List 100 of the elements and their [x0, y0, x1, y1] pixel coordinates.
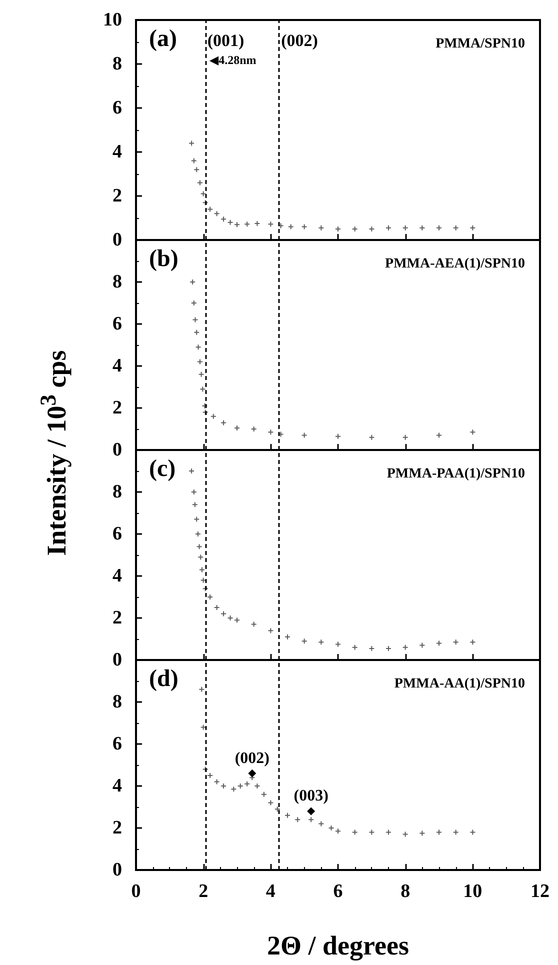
point	[198, 554, 204, 560]
point	[302, 638, 307, 644]
point	[318, 225, 324, 230]
chart-title: (d)	[149, 666, 178, 692]
point	[231, 786, 236, 792]
annotation: (001)	[207, 31, 244, 50]
point	[194, 330, 200, 335]
y-tick-label: 4	[112, 776, 122, 796]
point	[194, 167, 200, 172]
point	[210, 414, 216, 419]
point	[244, 781, 250, 786]
x-tick-label: 2	[198, 881, 208, 902]
x-tick-label: 12	[530, 881, 550, 902]
point	[470, 225, 476, 230]
point	[200, 578, 206, 583]
x-tick-label: 4	[266, 881, 276, 902]
point	[453, 640, 458, 645]
point	[228, 220, 233, 225]
point	[200, 386, 206, 392]
point	[214, 211, 220, 216]
x-tick-label: 0	[131, 881, 141, 902]
point	[436, 830, 442, 835]
point	[436, 640, 442, 646]
text: PMMA-PAA(1)/SPN10	[386, 466, 526, 482]
annotation: (002)	[234, 750, 270, 767]
point	[244, 222, 250, 227]
point	[189, 468, 194, 474]
point	[228, 616, 233, 620]
point	[402, 644, 408, 650]
point	[302, 224, 307, 230]
y-tick-label: 0	[112, 230, 122, 250]
point	[318, 640, 324, 645]
point	[420, 830, 425, 836]
point	[369, 646, 374, 651]
point	[214, 605, 220, 610]
point	[336, 226, 340, 232]
point	[192, 502, 198, 508]
x-tick-label: 6	[333, 881, 343, 902]
point	[274, 806, 280, 812]
point	[189, 140, 194, 146]
point	[386, 225, 391, 230]
point	[208, 594, 213, 600]
annotation: (002)	[281, 31, 318, 50]
point	[420, 225, 425, 230]
point	[318, 821, 324, 826]
text: PMMA/SPN10	[436, 36, 526, 52]
point	[208, 773, 213, 778]
point	[453, 225, 458, 230]
point	[352, 226, 358, 232]
annotation: ◀4.28nm	[209, 53, 256, 67]
point	[199, 686, 204, 692]
point	[295, 817, 300, 822]
y-tick-label: 6	[112, 98, 122, 118]
point	[254, 784, 260, 788]
point	[190, 280, 196, 284]
point	[386, 646, 391, 651]
point	[221, 216, 226, 222]
y-tick-label: 2	[112, 608, 122, 628]
y-tick-label: 8	[112, 272, 122, 292]
point	[402, 434, 408, 440]
point	[369, 226, 374, 232]
point	[402, 225, 408, 230]
point	[251, 426, 256, 432]
point	[191, 490, 196, 494]
x-axis-title: 2Θ / degrees	[267, 930, 409, 960]
y-tick-label: 4	[112, 142, 122, 162]
point	[352, 644, 358, 650]
point	[285, 634, 290, 640]
point	[268, 430, 274, 435]
point	[196, 544, 202, 550]
point	[191, 158, 196, 164]
text: PMMA-AA(1)/SPN10	[394, 676, 526, 692]
point	[214, 779, 220, 784]
point	[198, 372, 204, 377]
point	[470, 830, 476, 835]
text: PMMA-AEA(1)/SPN10	[385, 256, 526, 272]
y-tick-label: 0	[112, 860, 122, 880]
point	[470, 640, 476, 645]
x-tick-label: 10	[463, 881, 482, 902]
point	[336, 828, 340, 834]
point	[268, 800, 274, 806]
point	[436, 225, 442, 230]
point	[386, 830, 391, 835]
x-tick-label: 8	[400, 881, 410, 902]
y-tick-label: 8	[112, 482, 122, 502]
y-tick-label: 0	[112, 440, 122, 460]
point	[208, 206, 213, 212]
point	[221, 611, 226, 616]
point	[194, 516, 200, 522]
y-tick-label: 2	[112, 398, 122, 418]
point	[288, 224, 294, 230]
y-tick-label: 8	[112, 692, 122, 712]
y-tick-label: 2	[112, 818, 122, 838]
y-tick-label: 0	[112, 650, 122, 670]
point	[402, 832, 408, 837]
point	[192, 317, 198, 322]
point	[302, 432, 307, 438]
point	[197, 180, 202, 186]
point	[199, 567, 204, 572]
y-tick-label: 10	[103, 10, 122, 30]
